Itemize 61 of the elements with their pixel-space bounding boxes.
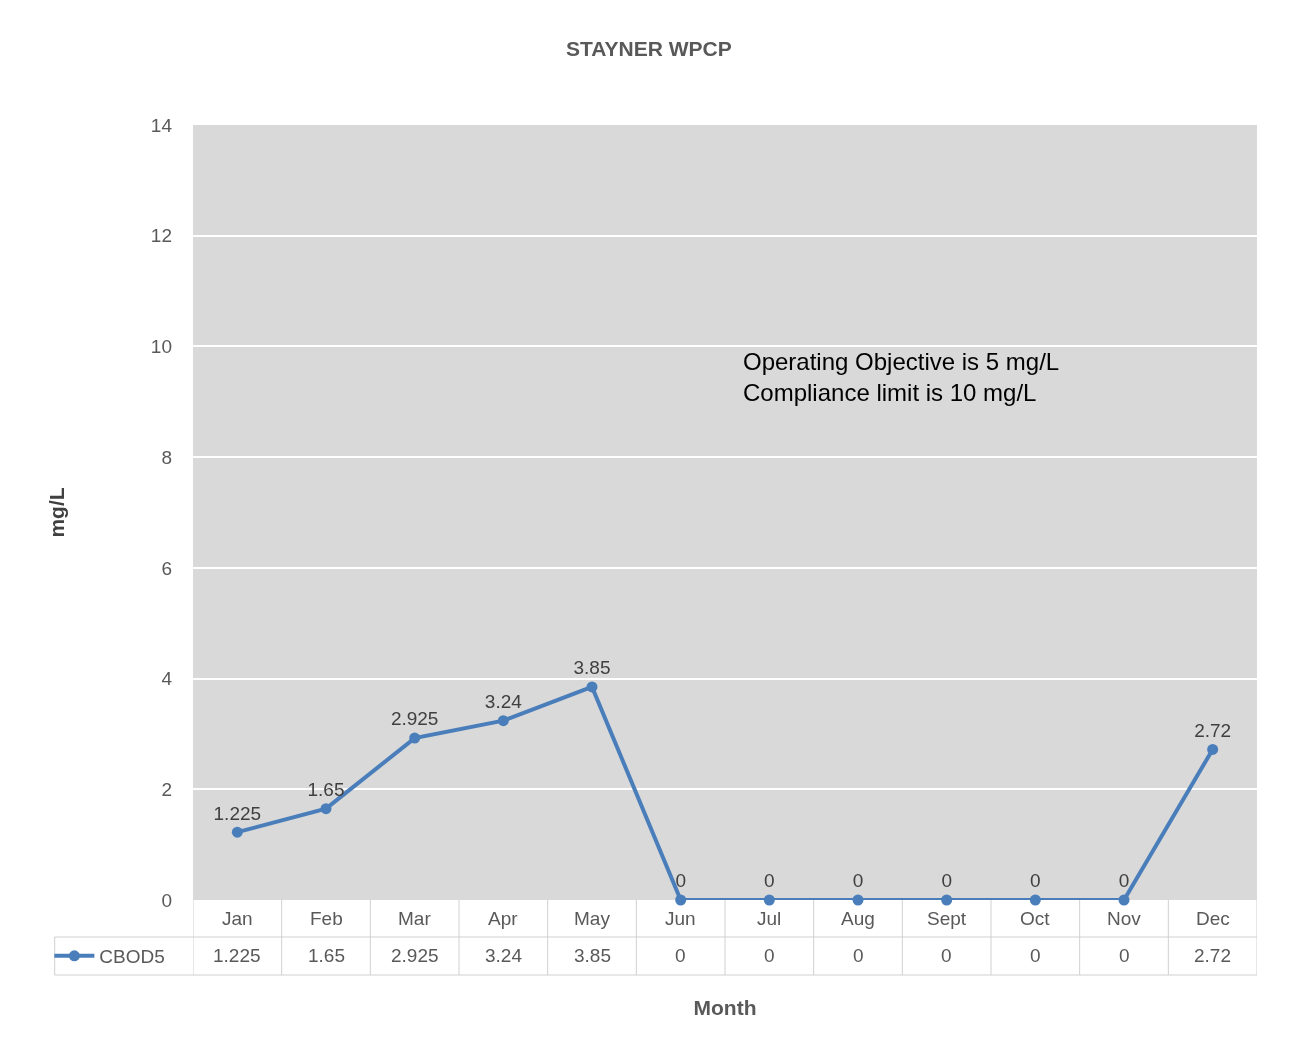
annotation: 2.72 (1194, 719, 1232, 741)
x-tick-label: Dec (1196, 908, 1230, 929)
chart-title: STAYNER WPCP (566, 37, 732, 61)
data-label: 0 (675, 945, 686, 966)
y-tick-label: 12 (150, 225, 172, 247)
x-tick-label: Jan (222, 908, 253, 929)
data-label: 0 (764, 945, 775, 966)
point (763, 894, 775, 906)
x-tick-label: Aug (841, 908, 875, 929)
x-tick-label: Nov (1107, 908, 1142, 929)
data-label: 0 (853, 945, 864, 966)
annotation: 0 (852, 870, 864, 892)
annotation: 0 (764, 870, 775, 892)
annotation: 3.24 (484, 691, 523, 713)
annotation: 3.85 (573, 657, 611, 679)
point (941, 894, 953, 906)
annotation: 0 (1030, 870, 1041, 892)
data-label: 3.85 (574, 945, 611, 966)
data-label: 1.65 (308, 945, 345, 966)
y-tick-label: 6 (161, 557, 172, 579)
data-label: 0 (1030, 945, 1041, 966)
annotation: 0 (941, 870, 952, 892)
point (852, 894, 864, 906)
x-tick-label: Feb (310, 908, 343, 929)
point (1207, 743, 1219, 755)
data-label: 3.24 (485, 945, 523, 966)
annotation: 0 (675, 870, 686, 892)
y-tick-label: 4 (161, 668, 173, 690)
y-tick-label: 0 (161, 889, 172, 911)
annotation: 1.225 (213, 802, 262, 824)
x-tick-label: Mar (398, 908, 432, 929)
x-tick-label: Jun (665, 908, 696, 929)
y-tick-label: 2 (161, 778, 172, 800)
point (497, 715, 509, 727)
x-tick-label: Sept (927, 908, 967, 929)
annotation: 2.925 (390, 708, 439, 730)
data-label: 1.225 (213, 945, 261, 966)
point (1118, 894, 1130, 906)
annotation: Operating Objective is 5 mg/L Compliance limit is 10 mg/L (743, 348, 1060, 407)
annotation: 0 (1118, 870, 1130, 892)
x-tick-label: Jul (757, 908, 782, 929)
data-label: 2.925 (391, 945, 439, 966)
point (320, 803, 332, 815)
point (231, 826, 243, 838)
y-tick-label: 8 (161, 446, 172, 468)
x-tick-label: May (574, 908, 611, 929)
y-tick-label: 14 (150, 114, 173, 136)
x-axis-title: Month (693, 996, 757, 1020)
legend-label: CBOD5 (99, 946, 165, 968)
point (1029, 894, 1041, 906)
point (409, 732, 421, 744)
x-tick-label: Apr (488, 908, 519, 929)
x-tick-label: Oct (1020, 908, 1051, 929)
point (675, 894, 687, 906)
data-label: 0 (941, 945, 952, 966)
data-label: 0 (1119, 945, 1130, 966)
annotation: 1.65 (307, 779, 345, 801)
point (586, 681, 598, 693)
y-axis-title: mg/L (45, 487, 69, 538)
data-label: 2.72 (1194, 945, 1231, 966)
y-tick-label: 10 (150, 336, 172, 358)
